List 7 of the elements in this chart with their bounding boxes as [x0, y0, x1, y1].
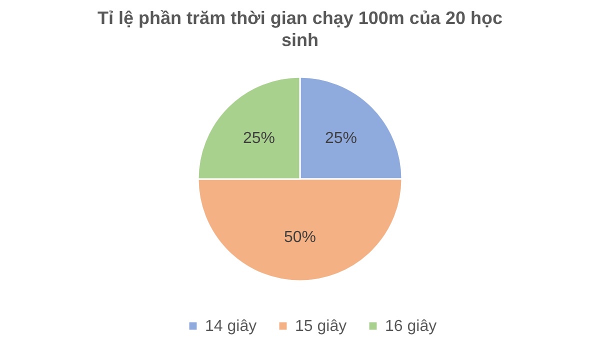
- legend-label: 16 giây: [385, 318, 437, 335]
- chart-title: Tỉ lệ phần trăm thời gian chạy 100m của 20 học sinh: [98, 8, 502, 50]
- data-label: 25%: [242, 130, 276, 147]
- data-label: 50%: [284, 229, 316, 246]
- legend-label: 14 giây: [205, 318, 257, 335]
- data-label: 25%: [324, 130, 358, 147]
- legend-label: 15 giây: [295, 318, 347, 335]
